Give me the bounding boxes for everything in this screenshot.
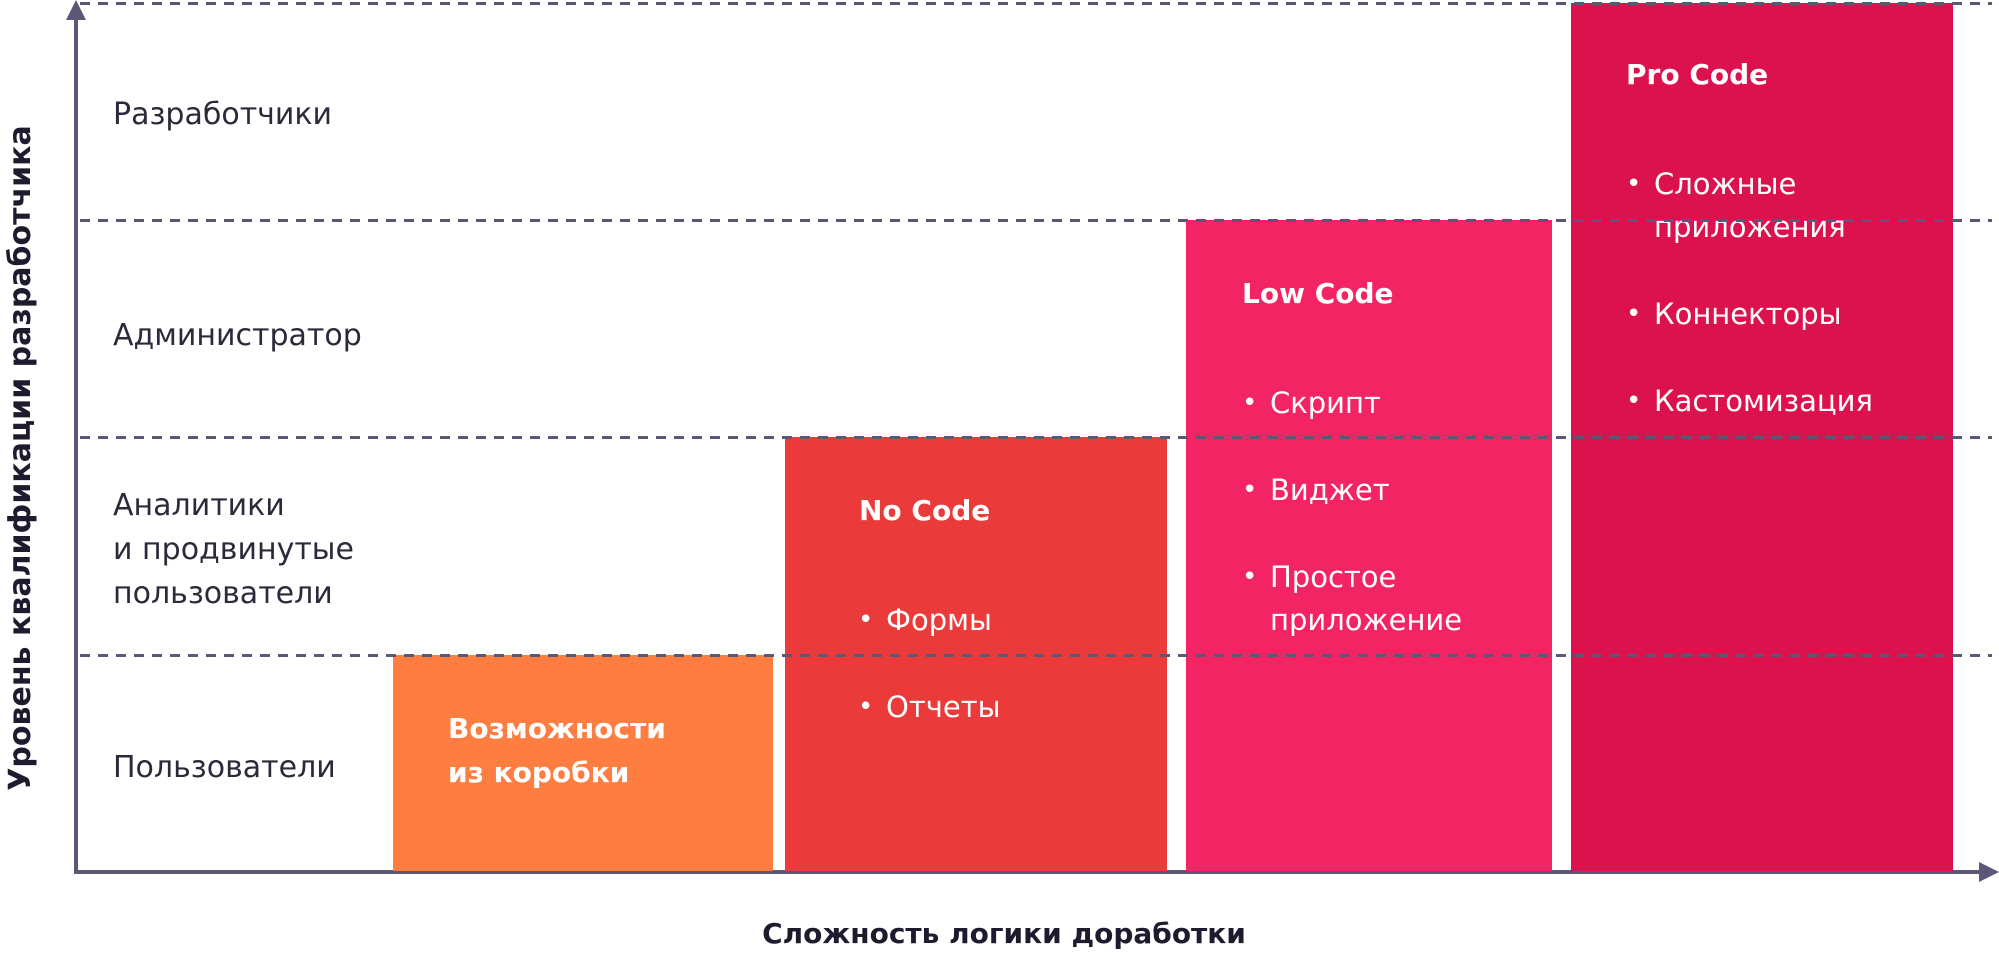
x-axis-line [74,870,1982,874]
bullet-icon: • [1626,386,1642,416]
list-item: • Отчеты [858,686,1001,729]
list-item-text-continued: приложения [1654,210,1846,244]
bullet-icon: • [858,605,874,635]
bar-no-code-list: • Формы • Отчеты [858,599,1001,773]
bar-out-of-box-title: Возможности из коробки [448,707,666,795]
level-label-admin: Администратор [113,318,362,353]
list-item: • Сложные приложения [1626,163,1873,249]
y-axis-arrow-icon [66,0,86,20]
gridline-level-4 [80,2,1992,5]
list-item: • Коннекторы [1626,293,1873,336]
bar-low-code-title: Low Code [1242,277,1394,310]
list-item-text: Скрипт [1270,386,1381,420]
y-axis-line [74,14,78,874]
level-label-users: Пользователи [113,750,336,785]
bullet-icon: • [1242,388,1258,418]
list-item-text: Кастомизация [1654,384,1873,418]
bar-out-of-box-title-line-1: Возможности [448,712,666,745]
level-label-developers: Разработчики [113,97,333,132]
level-label-analysts-line-3: пользователи [113,576,333,611]
gridline-level-2 [80,436,1992,439]
x-axis-arrow-icon [1979,862,1999,882]
list-item: • Виджет [1242,469,1462,512]
level-label-analysts: Аналитики и продвинутые пользователи [113,484,354,616]
list-item-text: Формы [886,603,992,637]
bullet-icon: • [1242,475,1258,505]
list-item-text: Отчеты [886,690,1001,724]
list-item: • Простое приложение [1242,556,1462,642]
bar-low-code: Low Code • Скрипт • Виджет • Простое приложе… [1186,220,1552,871]
list-item-text-continued: приложение [1270,603,1463,637]
bar-out-of-box: Возможности из коробки [393,655,773,871]
list-item-text: Простое [1270,560,1397,594]
bar-pro-code-title: Pro Code [1626,58,1769,91]
list-item: • Формы [858,599,1001,642]
gridline-level-3 [80,219,1992,222]
list-item-text: Коннекторы [1654,297,1842,331]
x-axis-title: Сложность логики доработки [762,917,1246,950]
list-item: • Кастомизация [1626,380,1873,423]
list-item: • Скрипт [1242,382,1462,425]
bullet-icon: • [1626,169,1642,199]
list-item-text: Виджет [1270,473,1390,507]
bar-low-code-list: • Скрипт • Виджет • Простое приложение [1242,382,1462,686]
y-axis-title: Уровень квалификации разработчика [3,125,38,791]
level-label-analysts-line-2: и продвинутые [113,532,354,567]
level-label-analysts-line-1: Аналитики [113,488,285,523]
list-item-text: Сложные [1654,167,1797,201]
bar-out-of-box-title-line-2: из коробки [448,756,630,789]
gridline-level-1 [80,654,1992,657]
bar-pro-code-list: • Сложные приложения • Коннекторы • Кастомиз… [1626,163,1873,467]
bullet-icon: • [1626,299,1642,329]
bullet-icon: • [1242,562,1258,592]
bullet-icon: • [858,692,874,722]
bar-no-code-title: No Code [859,494,991,527]
